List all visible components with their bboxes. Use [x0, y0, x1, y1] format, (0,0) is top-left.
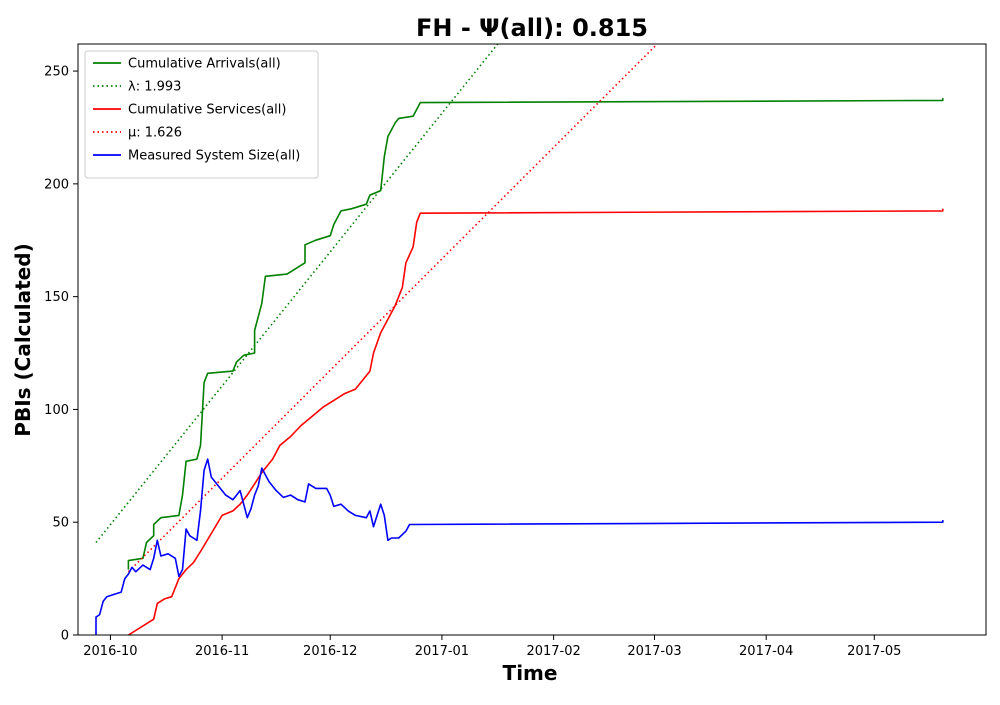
x-axis-label: Time — [503, 661, 558, 685]
legend: Cumulative Arrivals(all) λ: 1.993 Cumulati… — [84, 50, 319, 179]
y-tick-label: 50 — [52, 516, 69, 531]
legend-label: Measured System Size(all) — [128, 149, 300, 164]
legend-label: λ: 1.993 — [128, 80, 181, 95]
x-tick-label: 2017-01 — [415, 644, 469, 659]
series-line-3 — [127, 208, 944, 635]
legend-box — [84, 50, 319, 179]
series-line-1 — [127, 98, 944, 570]
x-tick-label: 2016-10 — [83, 644, 137, 659]
y-tick-label: 100 — [44, 403, 69, 418]
x-tick-label: 2017-03 — [627, 644, 681, 659]
chart-title: FH - Ψ(all): 0.815 — [416, 14, 648, 42]
legend-label: Cumulative Services(all) — [128, 103, 286, 118]
x-axis-ticks: 2016-10 2016-11 2016-12 2017-01 2017-02 2017-… — [83, 635, 901, 659]
x-tick-label: 2017-04 — [739, 644, 793, 659]
y-tick-label: 0 — [61, 629, 69, 644]
y-tick-label: 150 — [44, 290, 69, 305]
x-tick-label: 2016-12 — [303, 644, 357, 659]
legend-label: Cumulative Arrivals(all) — [128, 57, 281, 72]
x-tick-label: 2017-02 — [526, 644, 580, 659]
plot-frame — [77, 43, 987, 636]
y-axis-ticks: 0 50 100 150 200 250 — [44, 65, 78, 644]
plot-area — [95, 44, 944, 635]
y-axis-label: PBIs (Calculated) — [11, 243, 35, 436]
x-tick-label: 2017-05 — [847, 644, 901, 659]
y-tick-label: 250 — [44, 65, 69, 80]
series-line-2 — [95, 44, 499, 544]
x-tick-label: 2016-11 — [195, 644, 249, 659]
series-line-5 — [95, 458, 944, 635]
legend-label: μ: 1.626 — [128, 126, 182, 141]
y-tick-label: 200 — [44, 177, 69, 192]
